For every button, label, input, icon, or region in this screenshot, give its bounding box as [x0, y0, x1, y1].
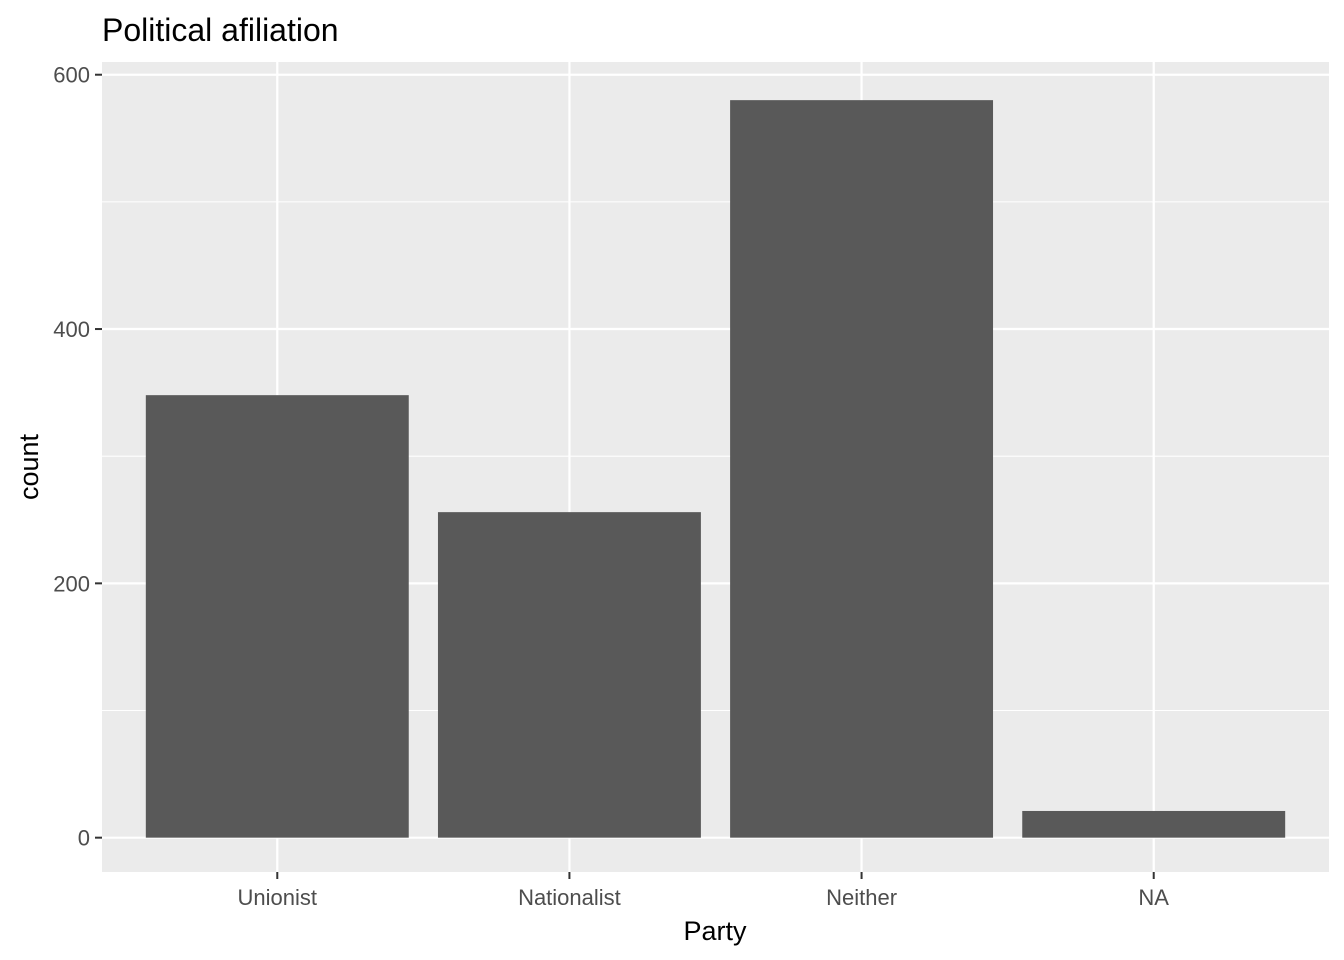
chart-title: Political afiliation [102, 12, 339, 48]
y-tick-label: 600 [53, 63, 90, 88]
y-tick-label: 200 [53, 571, 90, 596]
x-axis-label: Party [683, 916, 747, 946]
y-tick-label: 0 [78, 826, 90, 851]
y-axis: 0 200 400 600 [53, 63, 102, 851]
x-tick-label: NA [1138, 885, 1169, 910]
x-tick-label: Nationalist [518, 885, 621, 910]
bar-na [1022, 810, 1286, 838]
bar-nationalist [437, 512, 701, 838]
x-tick-label: Neither [826, 885, 897, 910]
bar-unionist [145, 395, 409, 838]
x-tick-label: Unionist [238, 885, 317, 910]
bars [145, 100, 1286, 838]
y-axis-label: count [14, 433, 44, 500]
bar-neither [730, 100, 994, 838]
y-tick-label: 400 [53, 317, 90, 342]
x-axis: Unionist Nationalist Neither NA [238, 872, 1169, 910]
